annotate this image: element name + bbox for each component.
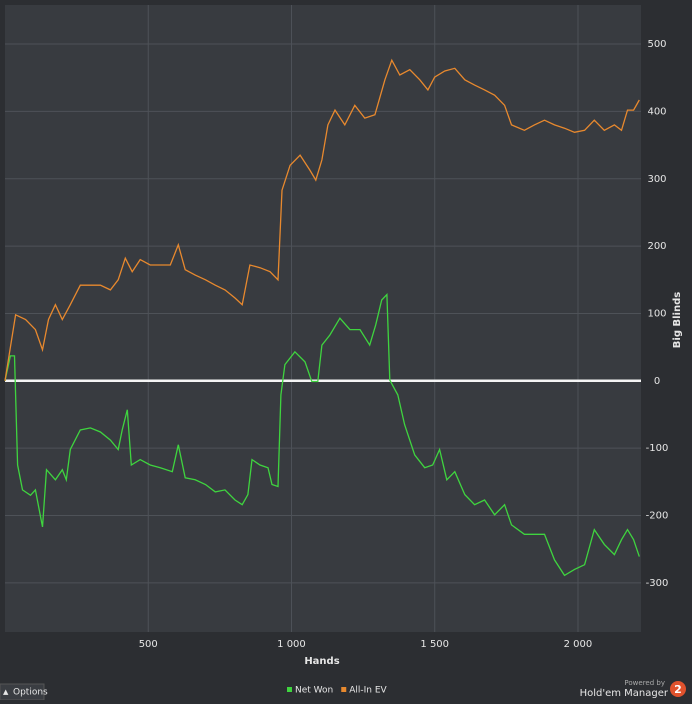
y-tick-label: 400 (647, 106, 666, 117)
options-label[interactable]: Options (13, 688, 48, 698)
y-tick-label: -100 (646, 443, 669, 454)
y-tick-label: 100 (647, 308, 666, 319)
y-tick-label: 0 (654, 376, 660, 387)
y-tick-label: -300 (646, 578, 669, 589)
x-tick-label: 500 (139, 639, 158, 650)
y-tick-label: 200 (647, 241, 666, 252)
brand-badge-text: 2 (674, 683, 682, 696)
x-tick-label: 2 000 (564, 639, 593, 650)
y-axis-title: Big Blinds (672, 292, 683, 348)
y-tick-label: 500 (647, 39, 666, 50)
plot-area (5, 5, 641, 632)
legend-swatch (341, 687, 347, 692)
series-line (4, 293, 640, 577)
brand-badge (670, 681, 686, 697)
options-icon: ▲ (3, 688, 9, 696)
y-tick-label: 300 (647, 174, 666, 185)
powered-by: Powered by (624, 679, 665, 687)
lines (4, 58, 641, 577)
x-tick-label: 1 500 (420, 639, 449, 650)
brand-name: Hold'em Manager (580, 688, 669, 699)
legend-label: All-In EV (349, 686, 387, 696)
y-tick-label: -200 (646, 510, 669, 521)
legend-swatch (287, 687, 292, 692)
x-axis-title: Hands (304, 656, 339, 667)
legend: Net Won All-In EV (287, 686, 388, 696)
legend-label: Net Won (295, 686, 333, 696)
x-tick-label: 1 000 (277, 639, 306, 650)
series-line (4, 58, 640, 381)
